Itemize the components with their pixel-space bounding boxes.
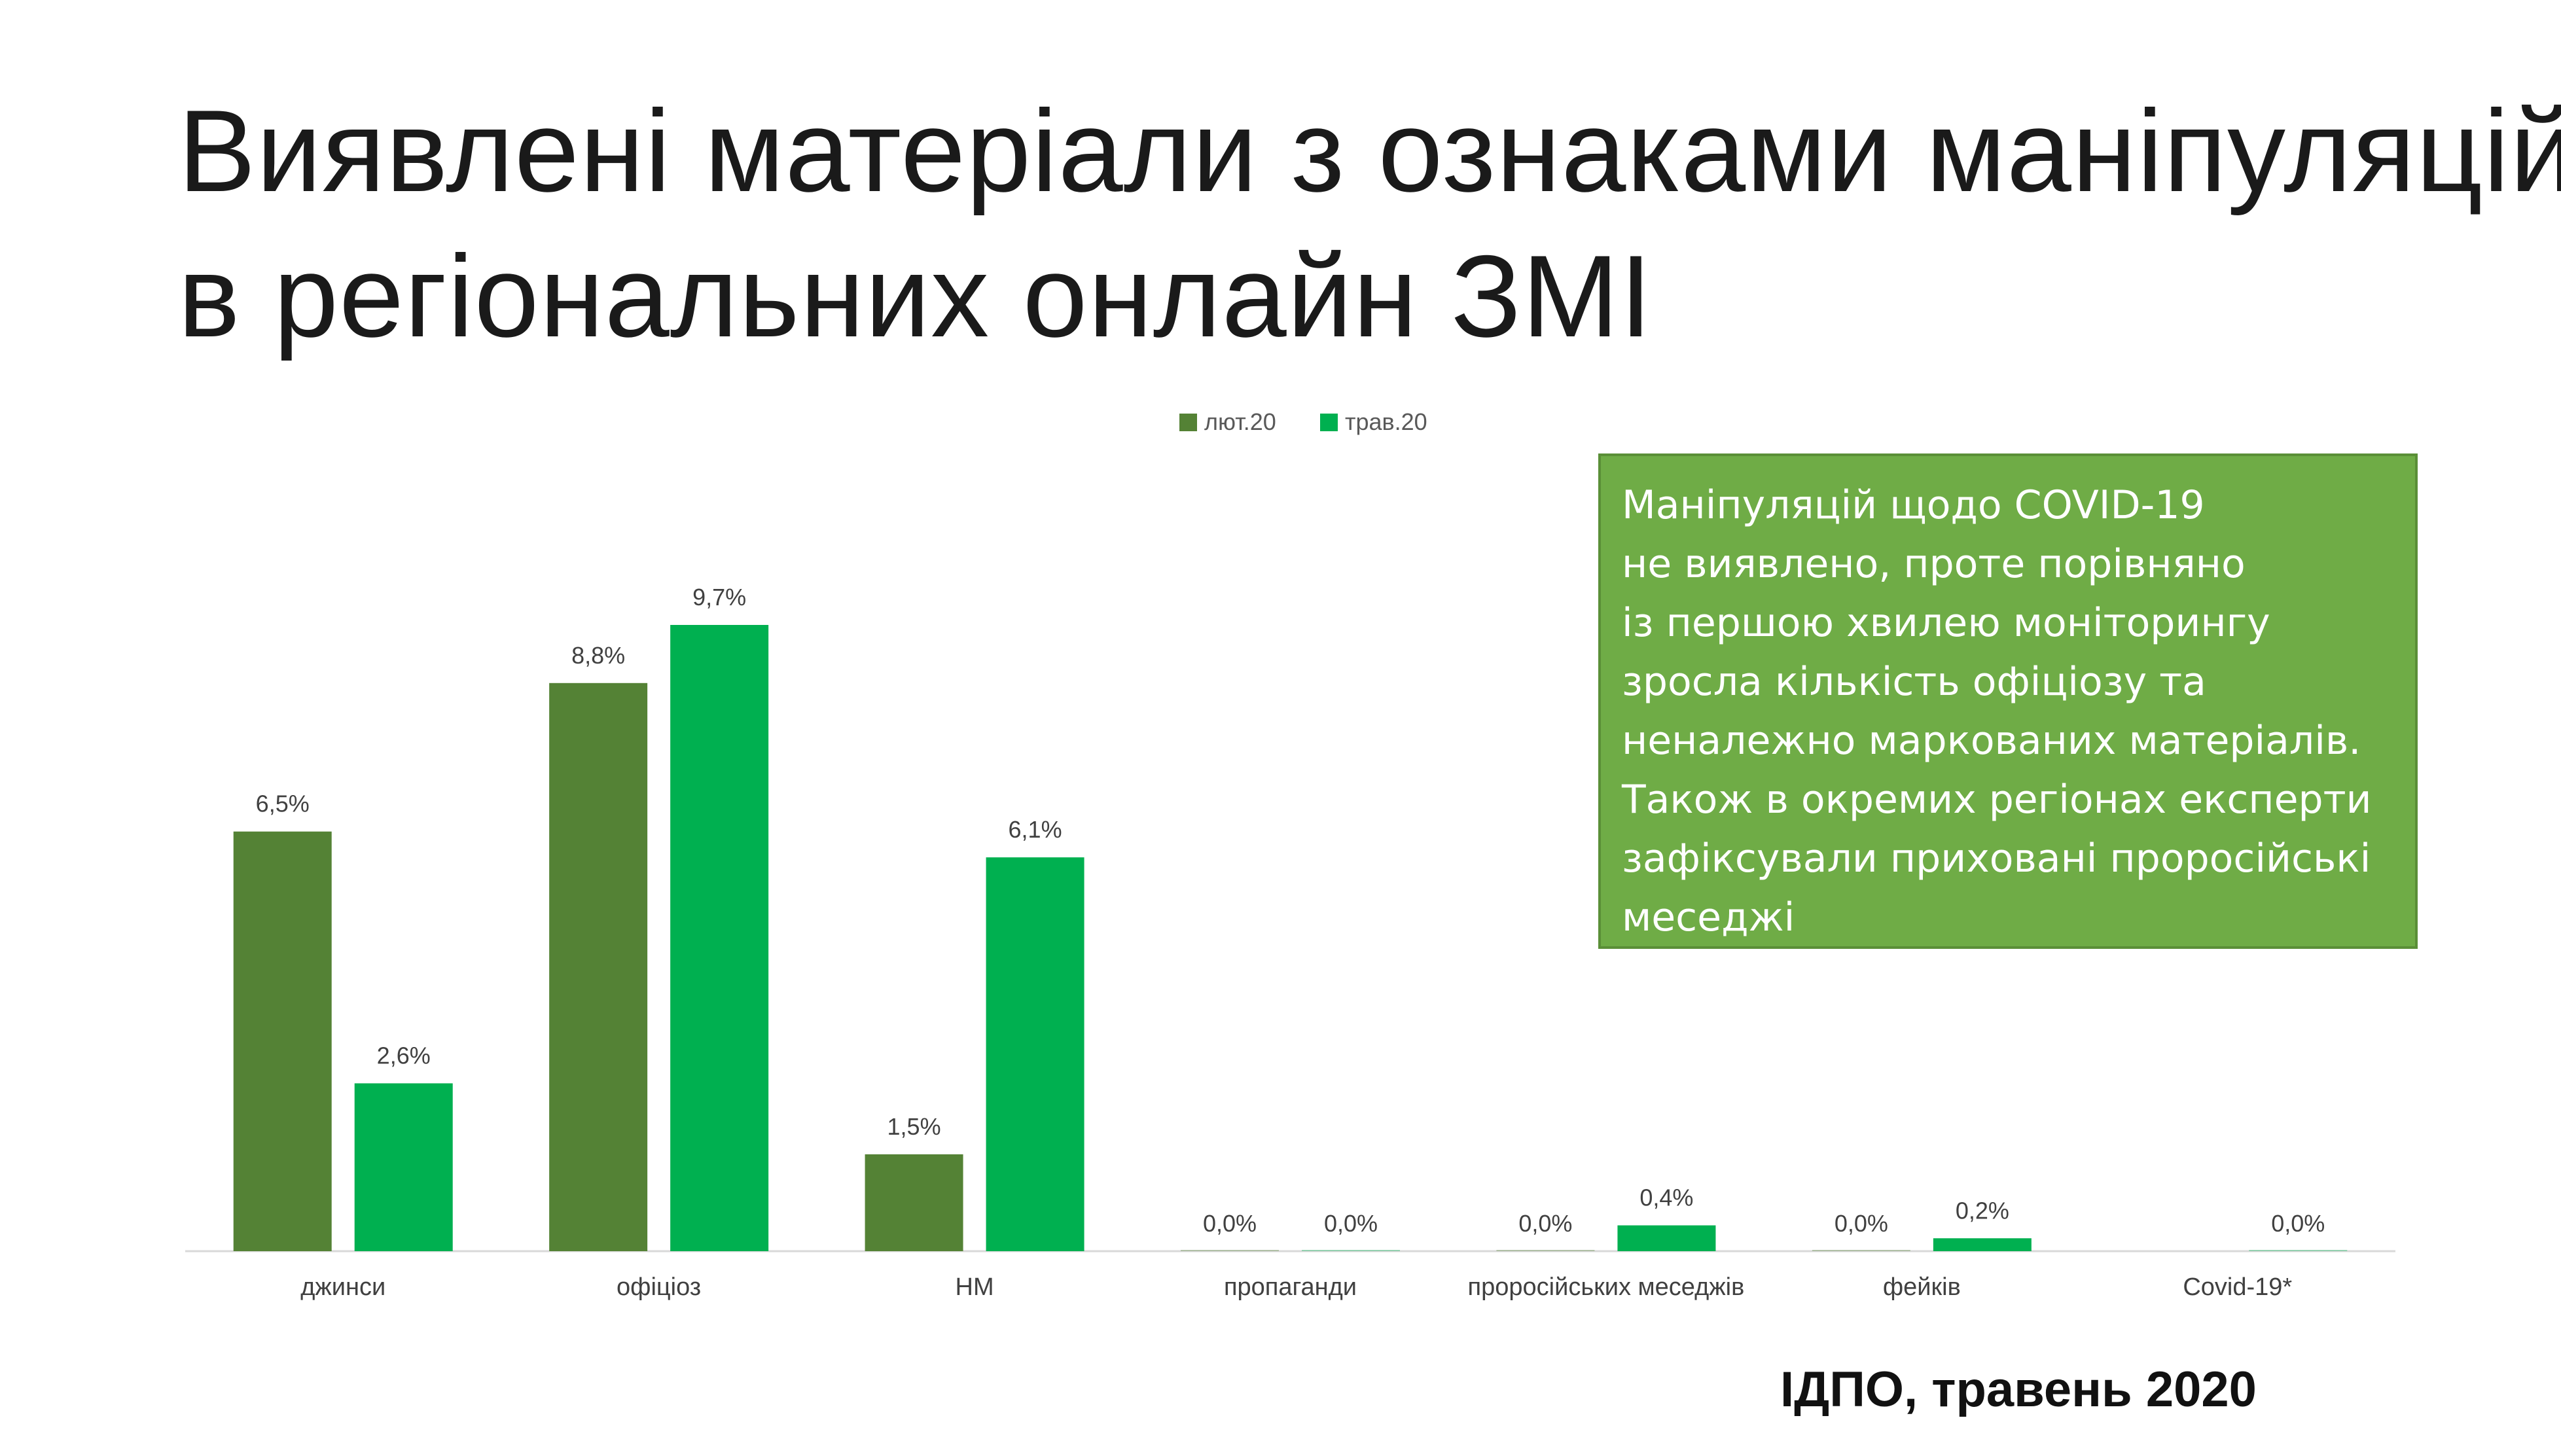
legend-label: трав.20 [1345,408,1427,435]
bar [549,683,648,1251]
data-label: 0,0% [1203,1210,1257,1237]
data-label: 0,0% [2271,1210,2325,1237]
data-label: 0,0% [1324,1210,1378,1237]
bar [986,857,1084,1251]
category-label: проросійських меседжів [1468,1273,1745,1301]
category-label: джинси [300,1273,385,1301]
bar [2249,1250,2348,1251]
category-label: Covid-19* [2183,1273,2292,1301]
source-note: ІДПО, травень 2020 [1780,1362,2257,1417]
callout-line: не виявлено, проте порівняно [1622,541,2246,587]
bar [865,1154,963,1251]
legend-swatch [1179,414,1197,431]
bar [354,1083,453,1251]
data-label: 8,8% [571,642,625,669]
callout-line: із першою хвилею моніторингу [1622,600,2270,646]
data-label: 0,2% [1956,1197,2009,1224]
title-line-2: в регіональних онлайн ЗМІ [178,231,1653,361]
legend-swatch [1320,414,1338,431]
callout-line: зафіксували приховані проросійські [1622,836,2371,881]
callout-line: Також в окремих регіонах експерти [1622,777,2372,823]
bar [1496,1250,1595,1251]
callout-line: меседжі [1622,895,1795,940]
legend-label: лют.20 [1204,408,1276,435]
data-label: 9,7% [692,584,746,611]
category-label: пропаганди [1224,1273,1357,1301]
data-label: 0,4% [1639,1184,1693,1211]
category-label: НМ [956,1273,994,1301]
bar [1617,1225,1716,1251]
callout-line: зросла кількість офіціозу та [1622,659,2206,705]
bar [1812,1250,1910,1251]
category-label: офіціоз [617,1273,701,1301]
bar [1181,1250,1279,1251]
bar [1302,1250,1400,1251]
bar [233,831,332,1251]
data-label: 0,0% [1518,1210,1572,1237]
page-title: Виявлені матеріали з ознаками маніпуляці… [178,79,2561,369]
data-label: 6,5% [256,790,310,817]
data-label: 1,5% [887,1113,941,1140]
title-line-1: Виявлені матеріали з ознаками маніпуляці… [178,86,2561,216]
callout-line: Маніпуляцій щодо COVID-19 [1622,482,2205,528]
category-label: фейків [1883,1273,1961,1301]
data-label: 2,6% [377,1042,431,1069]
data-label: 6,1% [1009,816,1062,843]
data-label: 0,0% [1835,1210,1888,1237]
callout-box: Маніпуляцій щодо COVID-19 не виявлено, п… [1598,453,2418,949]
bar [670,625,769,1251]
callout-line: неналежно маркованих матеріалів. [1622,718,2361,764]
bar [1933,1238,2032,1251]
